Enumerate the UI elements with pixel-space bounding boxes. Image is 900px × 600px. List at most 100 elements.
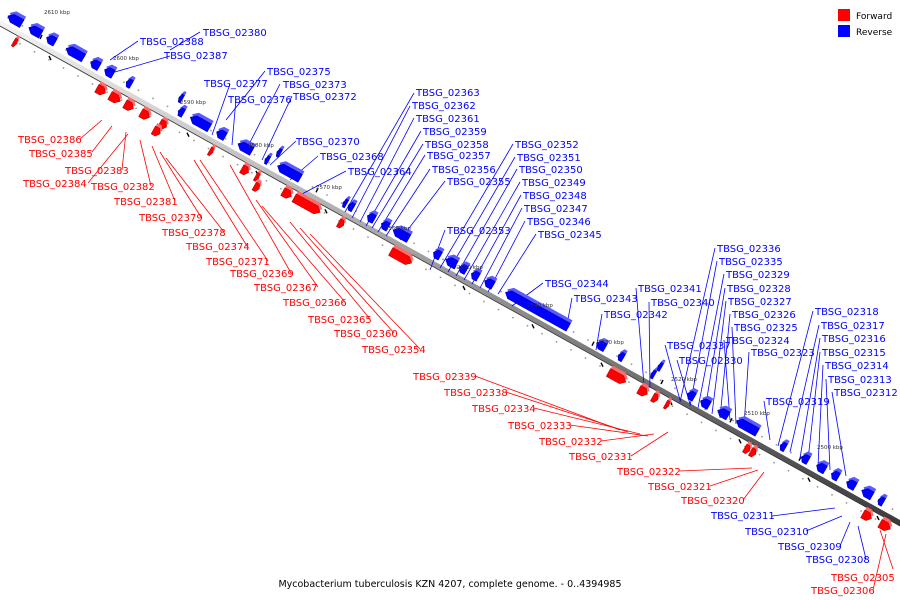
gene-forward-glyph	[252, 169, 262, 182]
leader-line	[630, 431, 669, 457]
leader-line	[289, 221, 371, 320]
gene-forward-glyph	[206, 143, 216, 157]
gene-label-forward: TBSG_02338	[443, 388, 508, 399]
gene-label-reverse: TBSG_02326	[731, 310, 796, 321]
gene-reverse-glyph	[46, 32, 60, 47]
gene-label-reverse: TBSG_02375	[266, 67, 331, 78]
leader-line	[87, 133, 129, 184]
gene-label-reverse: TBSG_02388	[139, 37, 204, 48]
gene-forward-glyph	[636, 382, 650, 397]
gene-label-reverse: TBSG_02315	[821, 348, 886, 359]
leader-line	[704, 287, 726, 411]
gene-reverse-glyph	[736, 416, 762, 437]
reverse-gene-labels: TBSG_02380 TBSG_02388 TBSG_02387 TBSG_02…	[139, 28, 898, 566]
gene-label-forward: TBSG_02374	[185, 242, 250, 253]
leader-line	[807, 351, 821, 461]
gene-label-reverse: TBSG_02318	[814, 307, 879, 318]
gene-reverse-glyph	[596, 337, 610, 353]
gene-reverse-glyph	[700, 395, 714, 410]
gene-label-forward: TBSG_02365	[307, 315, 372, 326]
leader-line	[109, 40, 139, 61]
leader-line	[857, 525, 867, 560]
leader-line	[169, 31, 201, 51]
gene-reverse-glyph	[861, 485, 877, 501]
gene-label-forward: TBSG_02360	[333, 329, 398, 340]
leader-line	[742, 471, 765, 501]
leader-line	[664, 344, 681, 401]
gene-forward-glyph	[280, 184, 294, 199]
gene-reverse-glyph	[484, 275, 498, 290]
gene-reverse-glyph	[717, 405, 733, 421]
leader-line	[723, 339, 731, 421]
gene-forward-glyph	[662, 397, 672, 410]
gene-label-reverse: TBSG_02347	[523, 204, 588, 215]
gene-label-reverse: TBSG_02363	[415, 88, 480, 99]
gene-label-forward: TBSG_02386	[17, 135, 82, 146]
tick-2560: 2560 kbp	[385, 226, 411, 232]
forward-gene-labels: TBSG_02386 TBSG_02385 TBSG_02383 TBSG_02…	[17, 135, 895, 597]
gene-forward-glyph	[877, 516, 893, 531]
gene-forward-glyph	[605, 365, 628, 384]
gene-label-forward: TBSG_02384	[22, 179, 87, 190]
gene-forward-glyph	[251, 178, 262, 192]
gene-label-reverse: TBSG_02346	[526, 217, 591, 228]
gene-reverse-glyph	[367, 210, 379, 224]
gene-label-reverse: TBSG_02342	[603, 310, 668, 321]
gene-label-reverse: TBSG_02349	[521, 178, 586, 189]
gene-reverse-glyph	[277, 161, 305, 183]
gene-label-reverse: TBSG_02373	[282, 80, 347, 91]
gene-label-reverse: TBSG_02359	[422, 127, 487, 138]
gene-label-forward: TBSG_02321	[647, 482, 712, 493]
gene-reverse-glyph	[104, 64, 118, 79]
leader-line	[261, 95, 293, 161]
gene-label-reverse: TBSG_02361	[415, 114, 480, 125]
gene-label-forward: TBSG_02382	[90, 182, 155, 193]
leader-line	[365, 130, 422, 227]
leader-line	[255, 199, 319, 288]
leader-line	[299, 170, 347, 196]
gene-forward-glyph	[107, 88, 123, 104]
tick-2600: 2600 kbp	[113, 56, 139, 62]
leader-line	[533, 407, 641, 435]
gene-label-reverse: TBSG_02376	[227, 95, 292, 106]
gene-label-forward: TBSG_02333	[507, 421, 572, 432]
gene-label-reverse: TBSG_02368	[319, 152, 384, 163]
tick-labels: 2610 kbp 2600 kbp 2590 kbp 2580 kbp 2570…	[44, 10, 843, 451]
leader-line	[245, 83, 281, 151]
gene-forward-glyph	[291, 190, 323, 215]
leader-line	[474, 375, 621, 431]
gene-label-reverse: TBSG_02323	[750, 348, 815, 359]
gene-forward-glyph	[122, 96, 136, 111]
tick-2610: 2610 kbp	[44, 10, 70, 16]
leader-line	[805, 515, 843, 532]
gene-label-reverse: TBSG_02355	[446, 177, 511, 188]
leader-line	[743, 351, 750, 427]
gene-reverse-glyph	[779, 439, 790, 453]
gene-reverse-glyph	[275, 145, 285, 158]
genome-caption: Mycobacterium tuberculosis KZN 4207, com…	[278, 579, 621, 590]
gene-label-reverse: TBSG_02358	[424, 140, 489, 151]
leader-line	[447, 156, 516, 273]
tick-2550: 2550 kbp	[457, 265, 483, 271]
gene-label-forward: TBSG_02378	[161, 228, 226, 239]
gene-label-forward: TBSG_02332	[538, 437, 603, 448]
gene-reverse-glyph	[177, 104, 188, 118]
gene-label-forward: TBSG_02381	[113, 197, 178, 208]
gene-label-reverse: TBSG_02327	[727, 297, 792, 308]
leader-line	[731, 326, 737, 425]
gene-reverse-glyph	[831, 468, 843, 482]
gene-label-reverse: TBSG_02356	[431, 165, 496, 176]
tick-2580: 2580 kbp	[248, 143, 274, 149]
gene-label-forward: TBSG_02322	[616, 467, 681, 478]
gene-forward-glyph	[747, 444, 758, 458]
leader-line	[385, 168, 431, 237]
gene-label-reverse: TBSG_02317	[820, 321, 885, 332]
leader-line	[377, 154, 426, 233]
gene-label-reverse: TBSG_02316	[821, 334, 886, 345]
gene-label-forward: TBSG_02334	[471, 404, 536, 415]
gene-reverse-glyph	[687, 388, 699, 402]
label-leader-lines	[79, 31, 894, 591]
gene-label-forward: TBSG_02369	[229, 269, 294, 280]
leader-line	[799, 337, 821, 459]
